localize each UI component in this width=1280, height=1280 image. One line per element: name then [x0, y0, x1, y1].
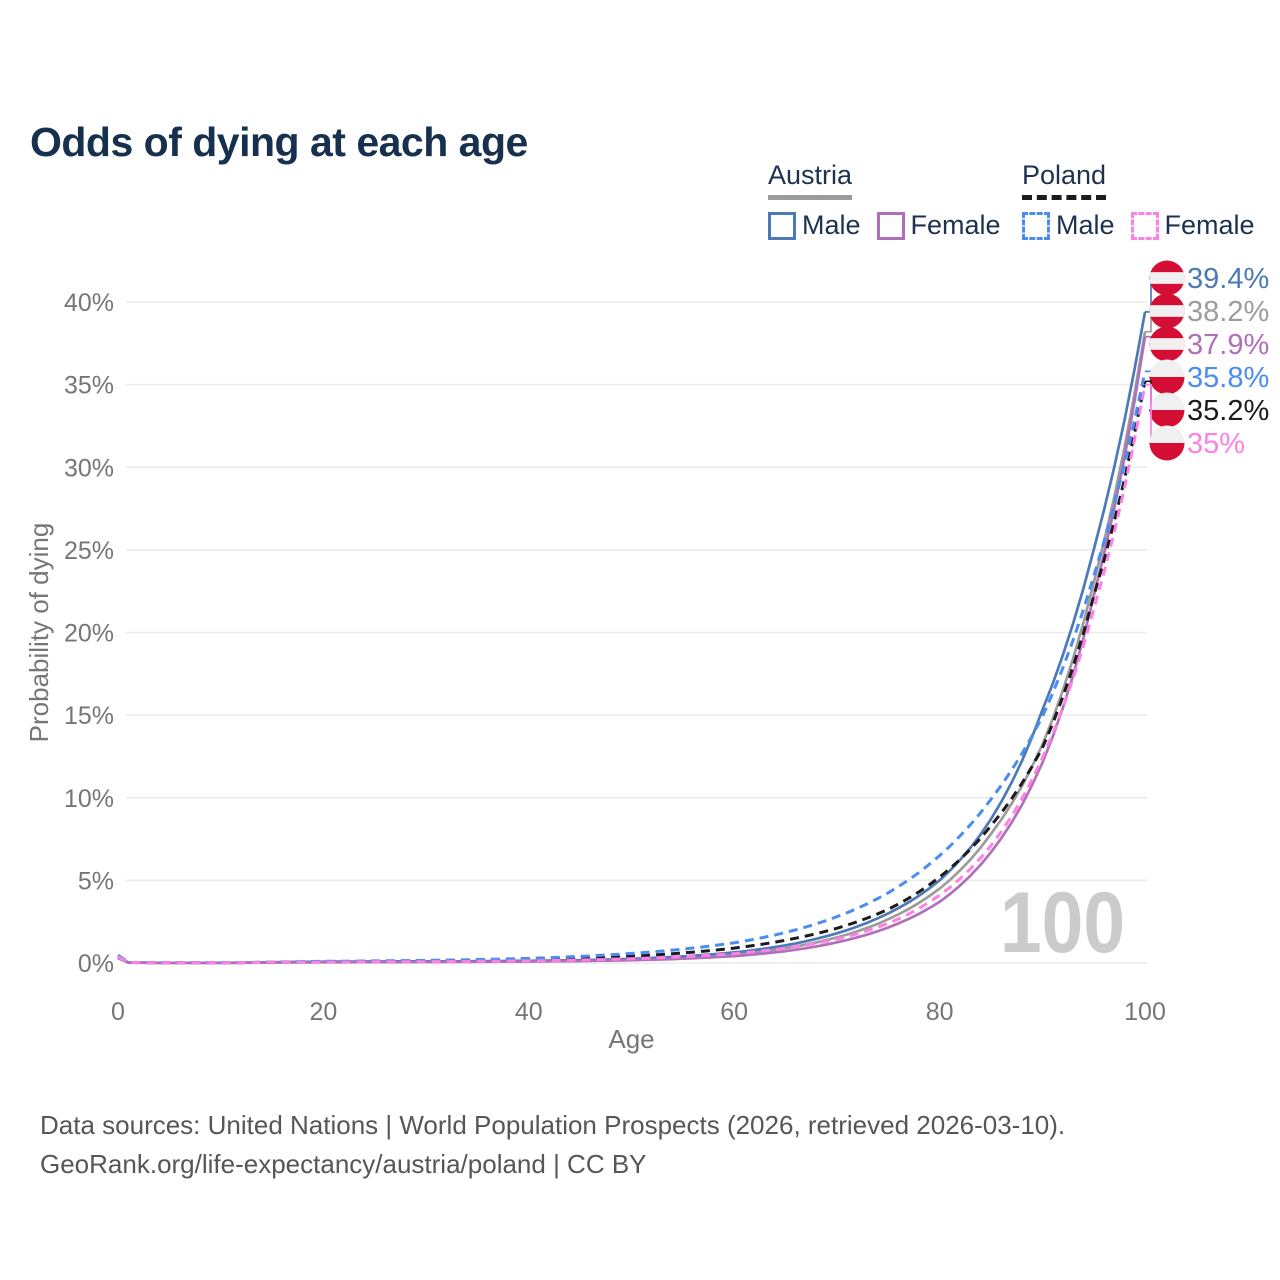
legend-item-label: Male: [1056, 210, 1115, 240]
poland-flag-icon: [1149, 425, 1185, 461]
hover-age-watermark: 100: [1000, 875, 1125, 971]
end-value-label: 38.2%: [1187, 296, 1269, 328]
series-line-poland-female[interactable]: [117, 384, 1147, 965]
x-tick-label: 80: [926, 998, 954, 1026]
legend-item-label: Female: [1164, 210, 1255, 240]
series-line-poland-male[interactable]: [117, 371, 1147, 965]
poland-flag-icon: [1149, 392, 1185, 428]
series-line-austria-average[interactable]: [117, 331, 1147, 965]
end-value-label: 39.4%: [1187, 263, 1269, 295]
legend-item-austria-male[interactable]: Male: [768, 210, 861, 241]
y-tick-label: 10%: [64, 785, 114, 813]
x-tick-label: 60: [720, 998, 748, 1026]
poland-flag-icon: [1149, 359, 1185, 395]
end-value-label: 35.2%: [1187, 395, 1269, 427]
series-line-austria-female[interactable]: [117, 336, 1147, 965]
austria-flag-icon: [1149, 293, 1185, 329]
y-axis-title: Probability of dying: [24, 523, 54, 743]
y-tick-label: 15%: [64, 702, 114, 730]
legend-header-austria: Austria: [768, 160, 853, 200]
y-tick-label: 20%: [64, 620, 114, 648]
legend-header-poland: Poland: [1022, 160, 1107, 200]
y-tick-label: 35%: [64, 372, 114, 400]
y-tick-label: 25%: [64, 537, 114, 565]
attribution-text: GeoRank.org/life-expectancy/austria/pola…: [40, 1149, 647, 1179]
x-tick-label: 0: [111, 998, 125, 1026]
legend-group-austria: Austria Male Female: [768, 160, 1001, 241]
y-tick-label: 40%: [64, 289, 114, 317]
end-value-label: 35.8%: [1187, 362, 1269, 394]
legend-item-austria-female[interactable]: Female: [876, 210, 1001, 241]
series-line-austria-male[interactable]: [117, 311, 1147, 965]
x-tick-label: 40: [515, 998, 543, 1026]
end-value-label: 35%: [1187, 428, 1245, 460]
austria-flag-icon: [1149, 326, 1185, 362]
poland-female-swatch-icon: [1130, 211, 1159, 240]
data-source-text: Data sources: United Nations | World Pop…: [40, 1110, 1066, 1140]
austria-flag-icon: [1149, 260, 1185, 296]
legend-item-poland-female[interactable]: Female: [1130, 210, 1255, 241]
legend-item-poland-male[interactable]: Male: [1022, 210, 1115, 241]
poland-male-swatch-icon: [1022, 211, 1050, 240]
y-tick-label: 30%: [64, 454, 114, 482]
austria-female-swatch-icon: [876, 211, 905, 240]
page-title: Odds of dying at each age: [30, 119, 528, 166]
y-tick-label: 5%: [78, 867, 114, 895]
series-line-poland-average[interactable]: [117, 381, 1147, 965]
y-tick-label: 0%: [78, 950, 114, 978]
legend-group-poland: Poland Male Female: [1022, 160, 1255, 241]
x-axis-title: Age: [608, 1024, 654, 1054]
austria-male-swatch-icon: [768, 211, 796, 240]
legend-item-label: Male: [802, 210, 861, 240]
x-tick-label: 100: [1124, 998, 1166, 1026]
legend-item-label: Female: [910, 210, 1001, 240]
end-value-label: 37.9%: [1187, 329, 1269, 361]
x-tick-label: 20: [309, 998, 337, 1026]
